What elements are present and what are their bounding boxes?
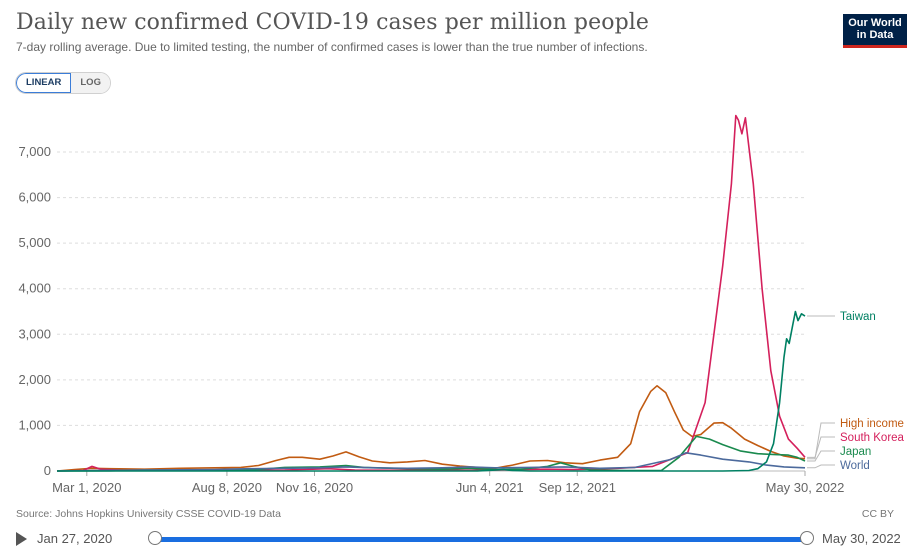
x-tick-label: Aug 8, 2020 [192, 480, 262, 495]
line-chart[interactable]: 0 1,000 2,000 3,000 4,000 5,000 6,000 7,000 Mar… [0, 100, 924, 500]
timeline-track[interactable] [155, 537, 807, 542]
timeline-start-handle[interactable] [148, 531, 162, 545]
series-line-high-income[interactable] [56, 385, 806, 472]
timeline-end-label: May 30, 2022 [822, 531, 901, 546]
series-line-taiwan[interactable] [57, 310, 806, 472]
y-tick-label: 4,000 [18, 281, 51, 296]
logo-line-1: Our World [848, 17, 902, 29]
linear-scale-button[interactable]: LINEAR [16, 73, 72, 93]
x-tick-label: Mar 1, 2020 [52, 480, 121, 495]
chart-subtitle: 7-day rolling average. Due to limited te… [16, 40, 648, 54]
end-label-connector [807, 464, 835, 469]
x-axis-ticks: Mar 1, 2020 Aug 8, 2020 Nov 16, 2020 Jun 4,… [52, 471, 844, 495]
end-label-connector [807, 422, 835, 460]
series-end-label[interactable]: World [840, 460, 870, 472]
scale-toggle: LINEAR LOG [15, 72, 111, 94]
x-tick-label: Sep 12, 2021 [539, 480, 616, 495]
series-end-label[interactable]: High income [840, 418, 904, 430]
gridlines [57, 151, 805, 472]
y-tick-label: 3,000 [18, 326, 51, 341]
series-end-label[interactable]: South Korea [840, 432, 905, 444]
series-end-label[interactable]: Taiwan [840, 311, 876, 323]
license-link[interactable]: CC BY [861, 508, 894, 520]
series-line-world[interactable] [56, 452, 806, 472]
logo-line-2: in Data [856, 29, 894, 41]
y-tick-label: 5,000 [18, 235, 51, 250]
log-scale-button[interactable]: LOG [71, 73, 110, 93]
owid-logo[interactable]: Our World in Data [843, 14, 907, 48]
x-tick-label: Jun 4, 2021 [456, 480, 524, 495]
series-end-labels: Taiwan High income South Korea Japan World [807, 311, 905, 472]
y-tick-label: 0 [44, 463, 51, 478]
y-tick-label: 2,000 [18, 372, 51, 387]
end-label-connector [807, 436, 835, 458]
end-label-connector [807, 450, 835, 462]
series-lines [56, 114, 806, 472]
timeline-start-label: Jan 27, 2020 [37, 531, 113, 546]
play-icon[interactable] [16, 532, 27, 546]
y-tick-label: 7,000 [18, 144, 51, 159]
y-axis-ticks: 0 1,000 2,000 3,000 4,000 5,000 6,000 7,000 [18, 144, 51, 478]
y-tick-label: 1,000 [18, 417, 51, 432]
series-end-label[interactable]: Japan [840, 446, 871, 458]
y-tick-label: 6,000 [18, 190, 51, 205]
timeline-end-handle[interactable] [800, 531, 814, 545]
series-line-south-korea[interactable] [56, 114, 806, 472]
chart-title: Daily new confirmed COVID-19 cases per m… [16, 10, 650, 35]
source-note: Source: Johns Hopkins University CSSE CO… [16, 508, 281, 520]
x-tick-label: May 30, 2022 [766, 480, 845, 495]
x-tick-label: Nov 16, 2020 [276, 480, 353, 495]
timeline: Jan 27, 2020 May 30, 2022 [0, 528, 924, 550]
